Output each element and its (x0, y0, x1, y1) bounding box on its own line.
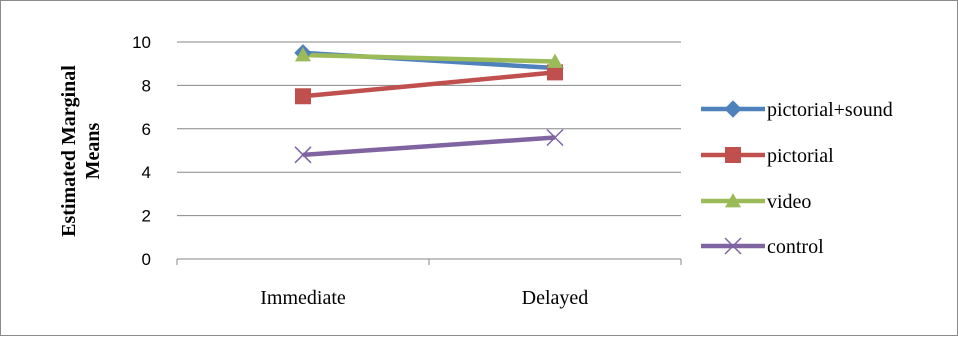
series-line-1 (302, 70, 556, 99)
series-markers (294, 44, 564, 164)
legend-label: video (767, 191, 811, 213)
data-point (546, 128, 564, 147)
y-tick-label: 2 (142, 207, 151, 226)
legend-marker (725, 193, 741, 208)
y-tick-label: 6 (142, 120, 151, 139)
series-line-2 (302, 52, 556, 64)
legend-marker (724, 237, 742, 255)
legend-item: pictorial (701, 145, 834, 167)
y-axis-title: Estimated Marginal Means (58, 65, 104, 237)
y-axis-label: Estimated Marginal Means (58, 65, 104, 237)
data-point (295, 47, 311, 62)
x-category-label: Immediate (260, 287, 346, 309)
data-point (547, 64, 563, 81)
data-point (295, 88, 311, 105)
y-axis-title-line: Means (82, 122, 104, 179)
legend-item: pictorial+sound (701, 99, 893, 121)
legend-item: video (701, 191, 811, 213)
legend: pictorial+sound pictorial video control (701, 99, 893, 258)
marker-stroke (294, 146, 312, 164)
gridlines (177, 41, 681, 217)
legend-item: control (701, 236, 824, 258)
legend-marker (725, 147, 741, 163)
y-tick-label: 8 (142, 76, 151, 95)
y-tick-label: 0 (142, 250, 151, 269)
series-line-3 (302, 135, 556, 158)
data-point (547, 53, 563, 68)
legend-label: pictorial+sound (767, 99, 893, 121)
y-axis-ticks: 0 2 4 6 8 10 (132, 33, 151, 269)
y-axis-title-line: Estimated Marginal (58, 65, 80, 237)
data-point (294, 146, 312, 164)
series-lines (302, 50, 556, 158)
marker-stroke (724, 237, 742, 255)
y-tick-label: 10 (132, 33, 151, 52)
y-tick-label: 4 (142, 163, 151, 182)
legend-marker (724, 100, 742, 118)
x-category-label: Delayed (522, 287, 589, 309)
legend-label: control (767, 236, 824, 258)
legend-label: pictorial (767, 145, 834, 167)
marker-stroke (546, 128, 564, 147)
x-axis: Immediate Delayed (176, 258, 682, 309)
